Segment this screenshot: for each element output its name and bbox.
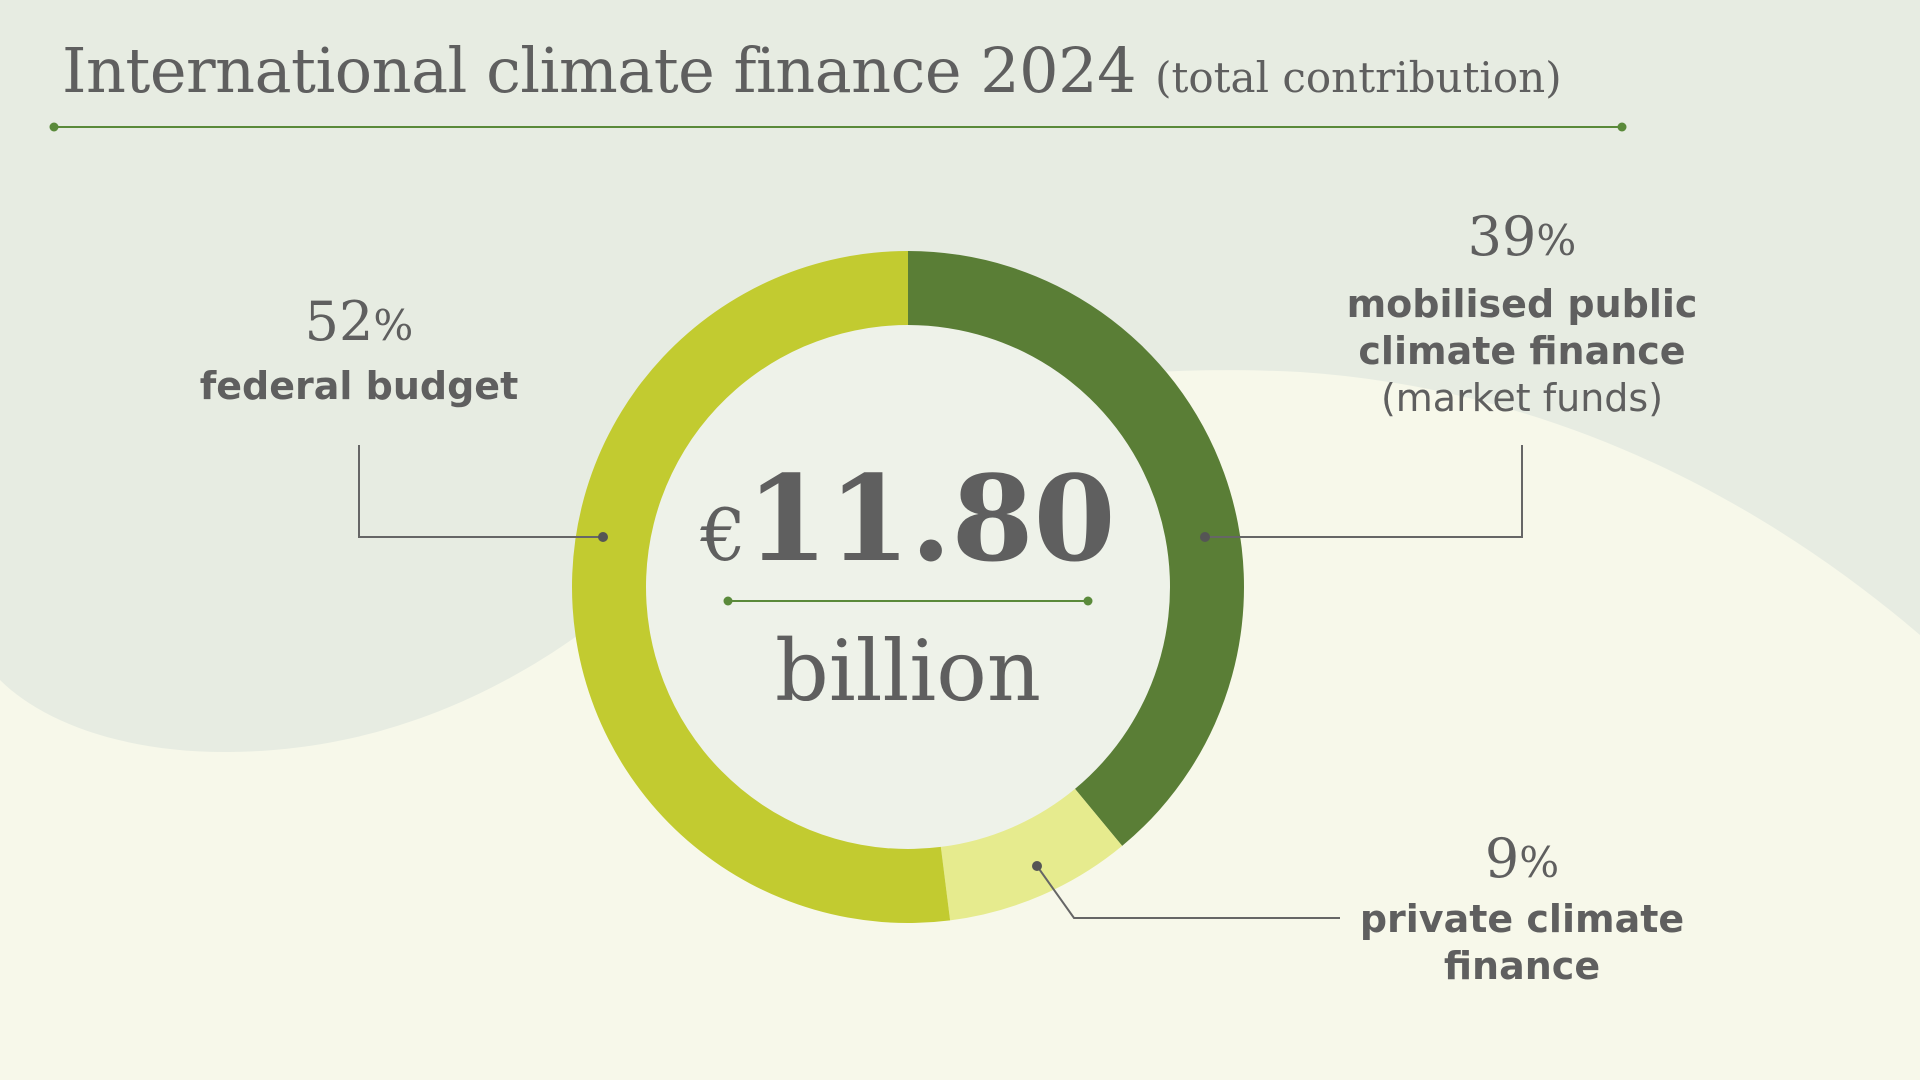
center-divider (723, 596, 1093, 606)
label-mobilised-public-note: (market funds) (1381, 376, 1663, 420)
percent-sign: % (1536, 216, 1576, 265)
leader-dot-mobilised-public (1200, 532, 1210, 542)
center-divider-right-dot (1083, 596, 1093, 606)
donut-slice-federal-budget (572, 251, 951, 923)
center-unit: billion (775, 622, 1041, 720)
label-private-line-1: private climate (1360, 897, 1684, 941)
label-federal-budget-percent: 52% (305, 290, 414, 353)
label-mobilised-public-percent: 39% (1468, 205, 1577, 268)
title-divider-left-dot (49, 122, 59, 132)
percent-sign: % (373, 301, 413, 350)
center-amount: €11.80 (699, 449, 1115, 588)
currency-symbol: € (699, 493, 746, 577)
label-private-percent: 9% (1485, 827, 1559, 890)
amount-value: 11.80 (746, 449, 1116, 588)
leader-federal-budget (358, 445, 603, 538)
donut-slice-private (940, 788, 1123, 921)
leader-lines (358, 445, 1523, 919)
label-federal-budget-text: federal budget (200, 364, 519, 408)
donut-center-disc (608, 287, 1208, 887)
title-divider-right-dot (1617, 122, 1627, 132)
leader-dot-federal-budget (598, 532, 608, 542)
donut-chart (572, 251, 1244, 923)
label-private-line-2: finance (1444, 944, 1600, 988)
label-mobilised-public-line-1: mobilised public (1347, 282, 1698, 326)
label-mobilised-public-line-2: climate finance (1358, 329, 1685, 373)
center-divider-left-dot (723, 596, 733, 606)
chart-title: International climate finance 2024 (tota… (62, 34, 1562, 107)
donut-slice-mobilised-public (908, 251, 1244, 846)
leader-mobilised-public (1205, 445, 1523, 538)
percent-sign: % (1519, 838, 1559, 887)
leader-dot-private (1032, 861, 1042, 871)
title-divider (49, 122, 1627, 132)
leader-private (1036, 865, 1340, 919)
